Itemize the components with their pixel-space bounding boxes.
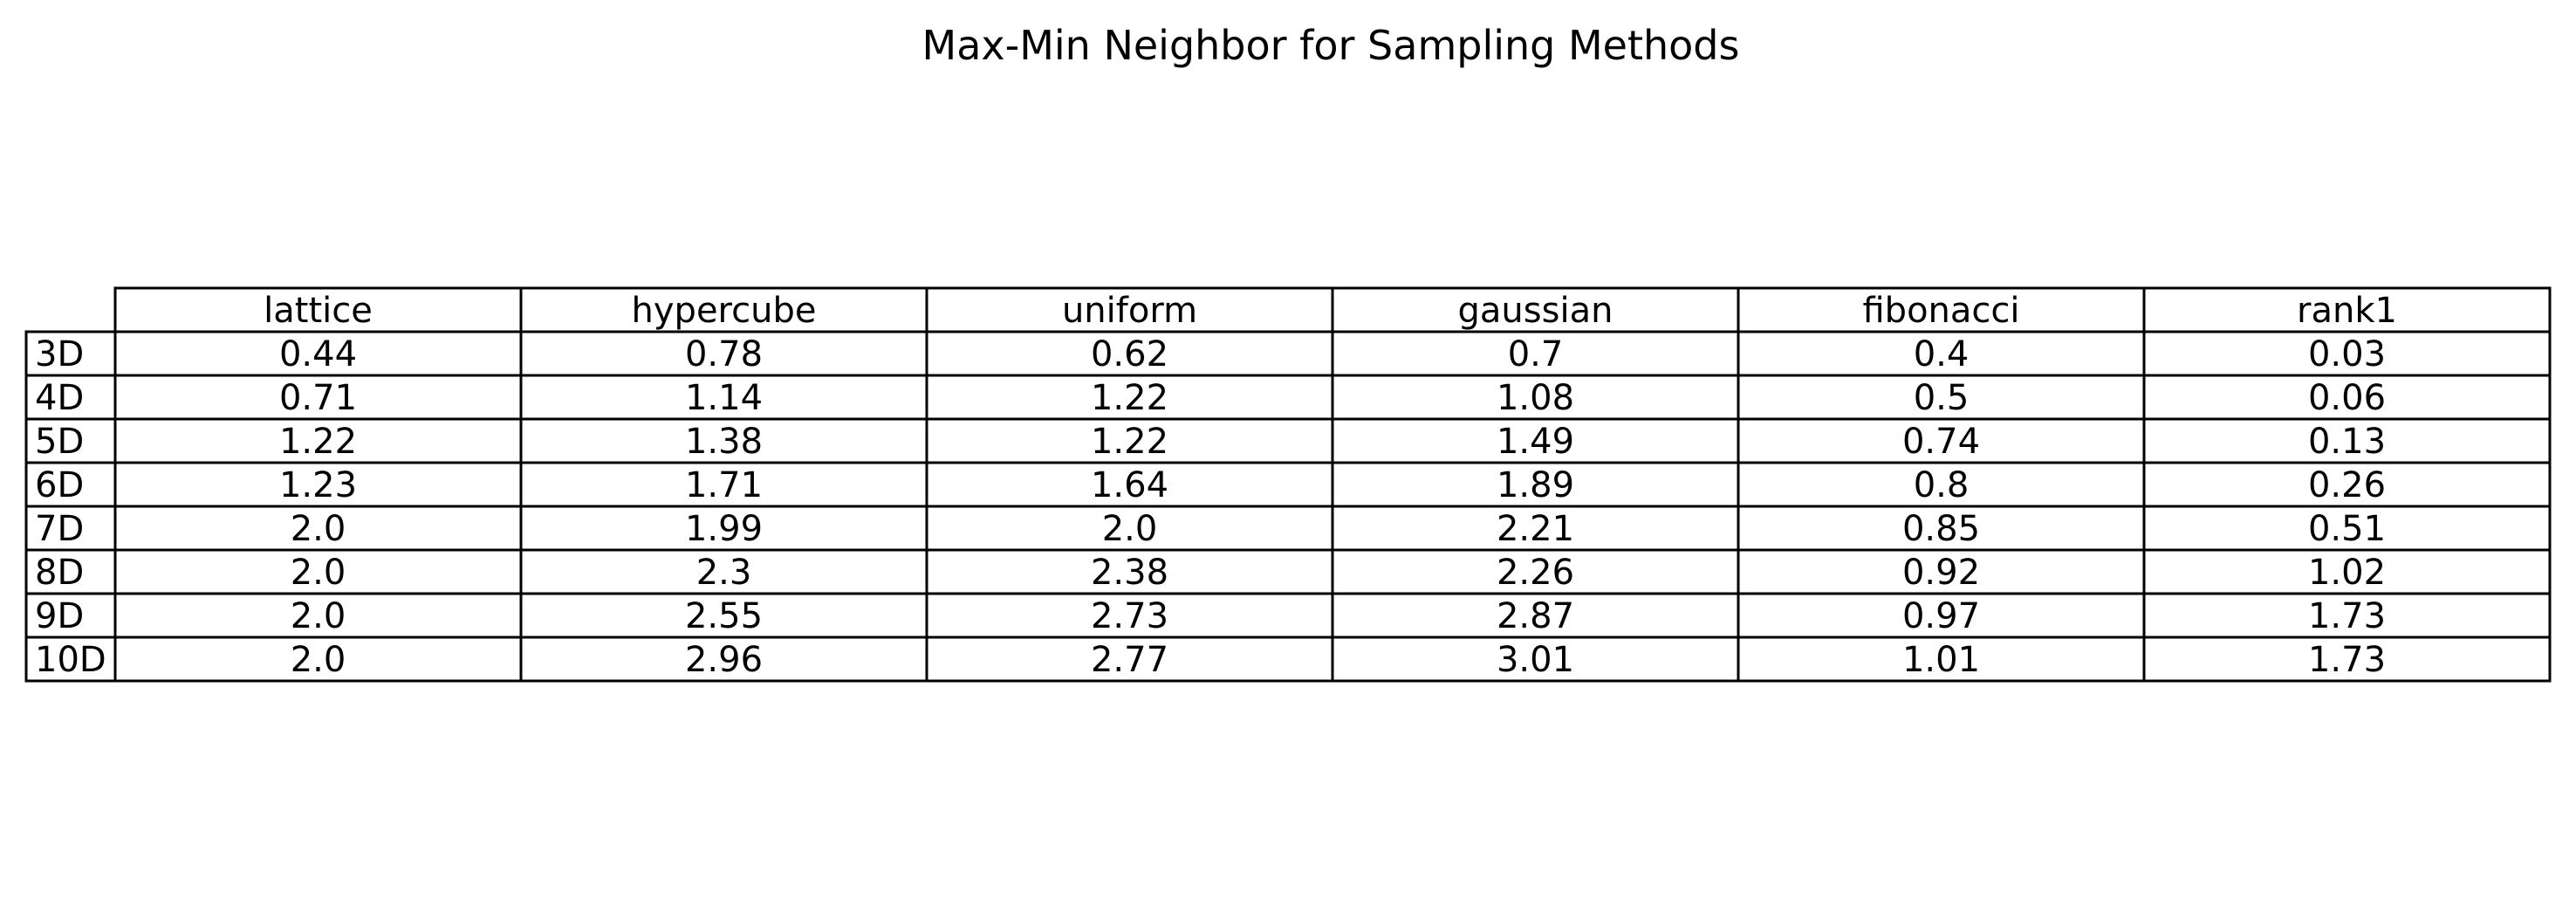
table-cell-value: 0.85 [1902,509,1980,549]
table-cell-value: 2.77 [1091,640,1168,680]
table-cell-value: 0.06 [2308,378,2386,418]
row-label: 9D [35,596,84,636]
chart-title: Max-Min Neighbor for Sampling Methods [921,22,1740,69]
table-grid [24,286,2552,683]
row-label: 3D [35,334,84,375]
table-cell-value: 1.49 [1497,422,1574,462]
table-cell-value: 0.5 [1914,378,1970,418]
table-cell-value: 2.0 [291,596,346,636]
table-cell-value: 2.0 [1102,509,1158,549]
table-cell-value: 2.3 [696,553,752,593]
table-cell-value: 3.01 [1497,640,1574,680]
table-cell-value: 0.51 [2308,509,2386,549]
row-label: 8D [35,553,84,593]
table-cell-value: 1.14 [685,378,763,418]
row-label: 7D [35,509,84,549]
table-cell-value: 1.01 [1902,640,1980,680]
table-cell-value: 1.89 [1497,465,1574,505]
table-cell-value: 0.26 [2308,465,2386,505]
table-cells: lattice hypercube uniform gaussian fibonacci… [35,291,2397,680]
table-cell-value: 0.03 [2308,334,2386,375]
table-cell-value: 1.38 [685,422,763,462]
table-cell-value: 2.38 [1091,553,1168,593]
table-cell-value: 2.0 [291,640,346,680]
table-cell-value: 1.22 [1091,378,1168,418]
table-cell-value: 1.73 [2308,596,2386,636]
table-cell-value: 1.64 [1091,465,1168,505]
table-cell-value: 2.21 [1497,509,1574,549]
column-header: lattice [264,291,373,331]
table-cell-value: 1.02 [2308,553,2386,593]
row-label: 4D [35,378,84,418]
column-header: uniform [1062,291,1197,331]
table-cell-value: 2.0 [291,553,346,593]
table-cell-value: 1.99 [685,509,763,549]
column-header: rank1 [2297,291,2397,331]
table-cell-value: 2.0 [291,509,346,549]
table-cell-value: 0.78 [685,334,763,375]
table-cell-value: 2.55 [685,596,763,636]
column-header: hypercube [632,291,817,331]
table-cell-value: 0.62 [1091,334,1168,375]
table-cell-value: 1.71 [685,465,763,505]
table-cell-value: 0.44 [279,334,357,375]
table-cell-value: 0.71 [279,378,357,418]
table-cell-value: 1.22 [1091,422,1168,462]
table-cell-value: 1.08 [1497,378,1574,418]
table-cell-value: 0.97 [1902,596,1980,636]
table-cell-value: 1.22 [279,422,357,462]
table-cell-value: 2.73 [1091,596,1168,636]
table-cell-value: 2.26 [1497,553,1574,593]
row-label: 10D [35,640,106,680]
table-cell-value: 1.23 [279,465,357,505]
table-cell-value: 0.92 [1902,553,1980,593]
table-cell-value: 0.8 [1914,465,1970,505]
table-cell-value: 0.13 [2308,422,2386,462]
table-cell-value: 0.74 [1902,422,1980,462]
table-cell-value: 0.4 [1914,334,1970,375]
column-header: fibonacci [1862,291,2019,331]
column-header: gaussian [1458,291,1613,331]
table-cell-value: 1.73 [2308,640,2386,680]
row-label: 6D [35,465,84,505]
table-cell-value: 2.87 [1497,596,1574,636]
table-cell-value: 0.7 [1508,334,1564,375]
table-cell-value: 2.96 [685,640,763,680]
row-label: 5D [35,422,84,462]
